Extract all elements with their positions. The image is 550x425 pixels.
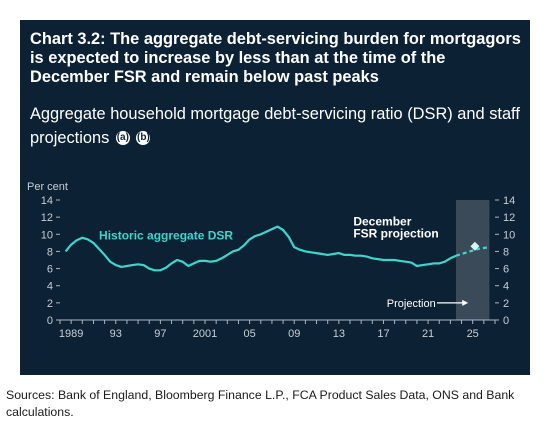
footnote-b-badge: (b) xyxy=(136,131,151,145)
dsr-line-chart: 0 0 2 2 4 4 6 6 8 8 10 10 12 12 14 14 Per cent 1989 93 97 20… xyxy=(27,181,515,340)
y-tick-label-left: 2 xyxy=(47,298,53,310)
december-fsr-annotation: December xyxy=(353,215,411,229)
x-tick-label: 13 xyxy=(333,328,345,340)
chart-title: Chart 3.2: The aggregate debt-servicing … xyxy=(30,30,521,86)
december-fsr-projection-marker xyxy=(470,241,480,251)
projection-label: Projection xyxy=(387,298,436,310)
subtitle-text: Aggregate household mortgage debt-servic… xyxy=(30,105,520,147)
y-tick-label-right: 10 xyxy=(503,229,515,241)
y-tick-label-left: 4 xyxy=(47,281,53,293)
december-fsr-annotation: FSR projection xyxy=(353,227,438,241)
y-tick-label-right: 8 xyxy=(503,246,509,258)
y-tick-label-right: 6 xyxy=(503,264,509,276)
sources-note: Sources: Bank of England, Bloomberg Fina… xyxy=(6,388,515,419)
x-tick-label: 17 xyxy=(377,328,389,340)
x-tick-label: 2001 xyxy=(193,328,217,340)
chart-subtitle: Aggregate household mortgage debt-servic… xyxy=(30,102,525,150)
y-tick-label-right: 12 xyxy=(503,212,515,224)
y-tick-label-left: 12 xyxy=(41,212,53,224)
y-axis-label: Per cent xyxy=(27,181,68,193)
x-tick-label: 05 xyxy=(243,328,255,340)
y-tick-label-left: 10 xyxy=(41,229,53,241)
historic-dsr-annotation: Historic aggregate DSR xyxy=(99,228,233,242)
y-tick-label-left: 14 xyxy=(41,195,53,207)
y-tick-label-right: 14 xyxy=(503,195,515,207)
x-tick-label: 21 xyxy=(422,328,434,340)
y-tick-label-left: 0 xyxy=(47,315,53,327)
y-tick-label-left: 6 xyxy=(47,264,53,276)
x-tick-label: 93 xyxy=(110,328,122,340)
y-tick-label-left: 8 xyxy=(47,246,53,258)
projection-arrow-head xyxy=(462,299,469,306)
x-tick-label: 1989 xyxy=(59,328,83,340)
y-tick-label-right: 2 xyxy=(503,298,509,310)
chart-panel: Chart 3.2: The aggregate debt-servicing … xyxy=(20,20,530,375)
staff-projection-line xyxy=(455,246,490,257)
y-tick-label-right: 4 xyxy=(503,281,509,293)
x-tick-label: 25 xyxy=(467,328,479,340)
historic-dsr-line xyxy=(64,225,457,272)
y-tick-label-right: 0 xyxy=(503,315,509,327)
x-tick-label: 09 xyxy=(288,328,300,340)
x-tick-label: 97 xyxy=(154,328,166,340)
footnote-a-badge: (a) xyxy=(115,131,130,145)
projection-band xyxy=(455,200,490,320)
